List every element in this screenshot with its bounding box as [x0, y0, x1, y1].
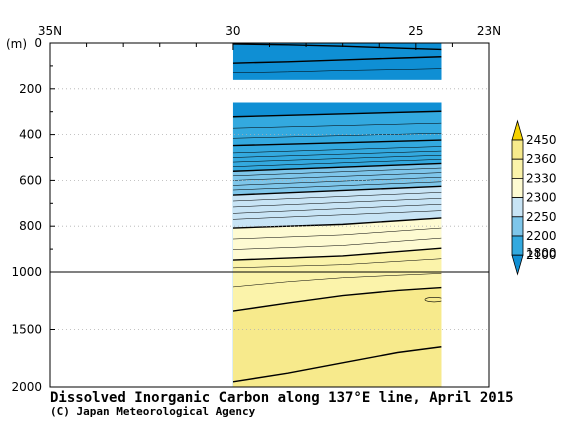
contour-line — [232, 150, 442, 158]
colorbar-label: 2100 — [526, 248, 557, 262]
contour-line — [232, 198, 442, 208]
y-axis: 0 200 400 600 800 1000 1500 2000 — [11, 36, 55, 394]
y-axis-unit-label: (m) — [6, 37, 27, 51]
contour-line — [232, 139, 442, 147]
contour-line — [232, 181, 442, 191]
y-tick-label: 1500 — [11, 323, 42, 337]
colorbar-label: 2300 — [526, 191, 557, 205]
contour-line — [232, 162, 442, 172]
contour-line — [232, 217, 442, 229]
x-tick-label: 30 — [225, 24, 240, 38]
colorbar-label: 1800 — [526, 246, 557, 260]
contour-line — [232, 122, 442, 129]
chart-title: Dissolved Inorganic Carbon along 137°E l… — [50, 390, 514, 406]
contour-line — [232, 346, 442, 383]
contour-line — [232, 192, 442, 202]
contour-line — [232, 159, 442, 167]
contour-line — [232, 167, 442, 177]
colorbar-segment — [511, 177, 524, 198]
x-axis: 35N 30 25 23N — [38, 24, 501, 50]
colorbar-label: 2200 — [526, 229, 557, 243]
contour-line — [232, 68, 442, 74]
contour-line — [232, 154, 442, 163]
colorbar-label: 2450 — [526, 133, 557, 147]
colorbar-top-arrow — [511, 119, 524, 141]
contour-line — [232, 172, 442, 181]
colorbar-segment — [511, 197, 524, 218]
x-tick-label: 35N — [38, 24, 62, 38]
contour-line — [232, 210, 442, 220]
contour-line — [232, 247, 442, 261]
color-fill-layer — [232, 43, 442, 387]
colorbar-segment — [511, 158, 524, 179]
contour-line — [232, 227, 442, 240]
contour-line — [232, 146, 442, 154]
y-tick-label: 600 — [19, 173, 42, 187]
colorbar-segment — [511, 139, 524, 160]
chart-credit: (C) Japan Meteorological Agency — [50, 405, 256, 418]
contour-line — [232, 56, 442, 64]
y-tick-label: 1000 — [11, 265, 42, 279]
y-tick-label: 2000 — [11, 380, 42, 394]
closed-contour — [424, 297, 442, 303]
fill-band — [232, 346, 442, 387]
contour-line — [232, 237, 442, 250]
y-tick-label: 0 — [34, 36, 42, 50]
contour-line — [232, 132, 442, 139]
y-tick-label: 200 — [19, 82, 42, 96]
colorbar-label: 2250 — [526, 210, 557, 224]
x-tick-label: 23N — [477, 24, 501, 38]
colorbar-label: 2360 — [526, 152, 557, 166]
x-tick-label: 25 — [408, 24, 423, 38]
contour-line — [232, 286, 442, 312]
contour-line — [232, 203, 442, 214]
colorbar-bottom-arrow — [511, 254, 524, 276]
y-tick-label: 800 — [19, 219, 42, 233]
contour-line — [232, 176, 442, 186]
contour-line — [232, 273, 442, 288]
fill-bands — [232, 43, 442, 387]
colorbar-segment — [511, 235, 524, 256]
y-tick-label: 400 — [19, 128, 42, 142]
colorbar-label: 2330 — [526, 171, 557, 185]
contour-lines — [232, 43, 442, 383]
contour-line — [232, 258, 442, 269]
contour-layer — [232, 43, 442, 383]
contour-line — [232, 185, 442, 196]
colorbar-segment — [511, 216, 524, 237]
contour-line — [232, 110, 442, 118]
